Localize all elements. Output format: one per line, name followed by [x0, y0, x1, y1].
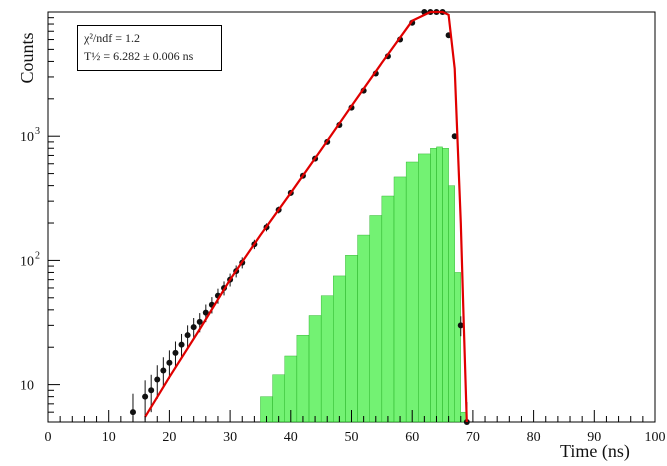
- hist-bar: [369, 215, 383, 423]
- data-point: [160, 367, 167, 374]
- data-point: [196, 318, 203, 325]
- hist-bar: [436, 146, 443, 423]
- x-axis-label: Time (ns): [560, 441, 630, 461]
- data-point: [190, 324, 197, 331]
- data-point: [154, 376, 161, 383]
- hist-bar: [357, 234, 370, 423]
- hist-bar: [381, 195, 395, 423]
- hist-bar: [430, 148, 437, 423]
- data-point: [148, 387, 155, 394]
- x-tick-label: 90: [587, 430, 601, 445]
- hist-bar: [320, 295, 334, 423]
- fit-curve: [144, 10, 468, 423]
- chi2-ndf-text: χ²/ndf = 1.2: [84, 31, 141, 45]
- data-point: [184, 332, 191, 339]
- x-tick-label: 100: [645, 430, 666, 445]
- y-tick-exponent: 2: [35, 250, 40, 261]
- data-point: [457, 322, 464, 329]
- hist-bar: [296, 334, 310, 423]
- x-tick-label: 80: [527, 430, 541, 445]
- y-tick-label: 10: [20, 130, 34, 145]
- hist-bar: [333, 275, 346, 423]
- y-tick-exponent: 3: [35, 126, 40, 137]
- data-point: [172, 349, 179, 356]
- x-tick-label: 10: [102, 430, 116, 445]
- y-axis-label: Counts: [17, 32, 37, 84]
- x-tick-label: 20: [162, 430, 176, 445]
- hist-bar: [308, 315, 322, 423]
- data-point: [129, 409, 136, 416]
- hist-bar: [454, 272, 461, 423]
- hist-bar: [345, 255, 358, 423]
- x-tick-label: 30: [223, 430, 237, 445]
- hist-bar: [393, 176, 407, 423]
- data-point: [451, 133, 458, 140]
- green-histogram: [260, 146, 468, 423]
- x-tick-label: 70: [466, 430, 480, 445]
- hist-bar: [442, 148, 449, 423]
- hist-bar: [418, 153, 431, 423]
- x-tick-label: 0: [45, 430, 52, 445]
- y-tick-label: 10: [20, 379, 34, 394]
- hist-bar: [448, 185, 455, 423]
- x-tick-label: 60: [405, 430, 419, 445]
- hist-bar: [272, 374, 285, 423]
- data-point: [142, 393, 149, 400]
- data-point: [178, 341, 185, 348]
- y-tick-label: 10: [20, 254, 34, 269]
- x-tick-label: 50: [345, 430, 359, 445]
- stats-box: χ²/ndf = 1.2 T½ = 6.282 ± 0.006 ns: [77, 25, 222, 71]
- data-point: [166, 359, 173, 366]
- x-axis-ticks: 0 10 20 30 40 50 60 70 80 90 100: [45, 410, 666, 445]
- half-life-text: T½ = 6.282 ± 0.006 ns: [84, 49, 194, 63]
- data-point: [463, 419, 470, 425]
- x-tick-label: 40: [284, 430, 298, 445]
- hist-bar: [405, 161, 419, 423]
- data-point: [202, 309, 209, 316]
